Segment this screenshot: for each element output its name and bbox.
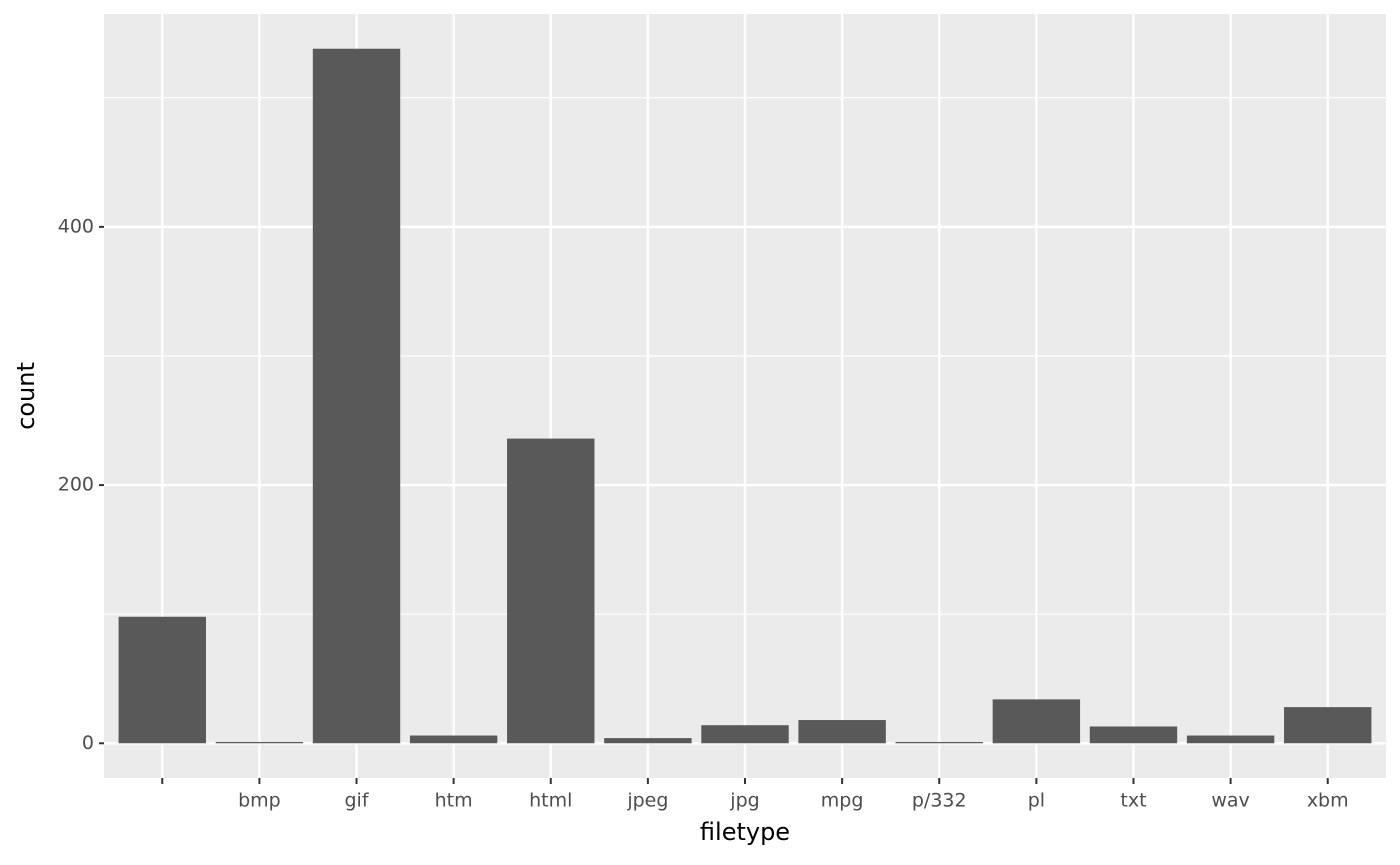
- x-tick-label: jpg: [729, 790, 759, 812]
- x-axis-title: filetype: [700, 818, 790, 846]
- y-tick-label: 0: [82, 732, 94, 754]
- bar: [312, 48, 401, 744]
- bar: [798, 720, 886, 744]
- bar: [604, 738, 692, 744]
- bar: [992, 699, 1081, 744]
- x-tick-label: txt: [1120, 790, 1146, 812]
- x-tick-label: htm: [435, 790, 473, 812]
- bar: [895, 741, 983, 744]
- x-tick-label: mpg: [821, 790, 864, 812]
- x-tick-label: bmp: [238, 790, 281, 812]
- y-axis-title: count: [12, 362, 40, 430]
- x-tick-label: pl: [1028, 790, 1045, 812]
- x-tick-label: wav: [1211, 790, 1249, 812]
- bar: [215, 741, 304, 744]
- x-tick-label: gif: [344, 790, 369, 812]
- x-tick-label: xbm: [1307, 790, 1349, 812]
- bar: [701, 725, 789, 744]
- bar: [507, 438, 595, 744]
- x-tick-label: jpeg: [626, 790, 668, 812]
- bar: [409, 735, 498, 744]
- y-tick-label: 400: [58, 215, 94, 237]
- x-tick-label: p/332: [912, 790, 967, 812]
- bar: [118, 616, 206, 744]
- x-tick-label: html: [529, 790, 572, 812]
- bar: [1089, 726, 1178, 744]
- bar: [1186, 735, 1275, 744]
- y-tick-label: 200: [58, 474, 94, 496]
- bar: [1284, 707, 1372, 744]
